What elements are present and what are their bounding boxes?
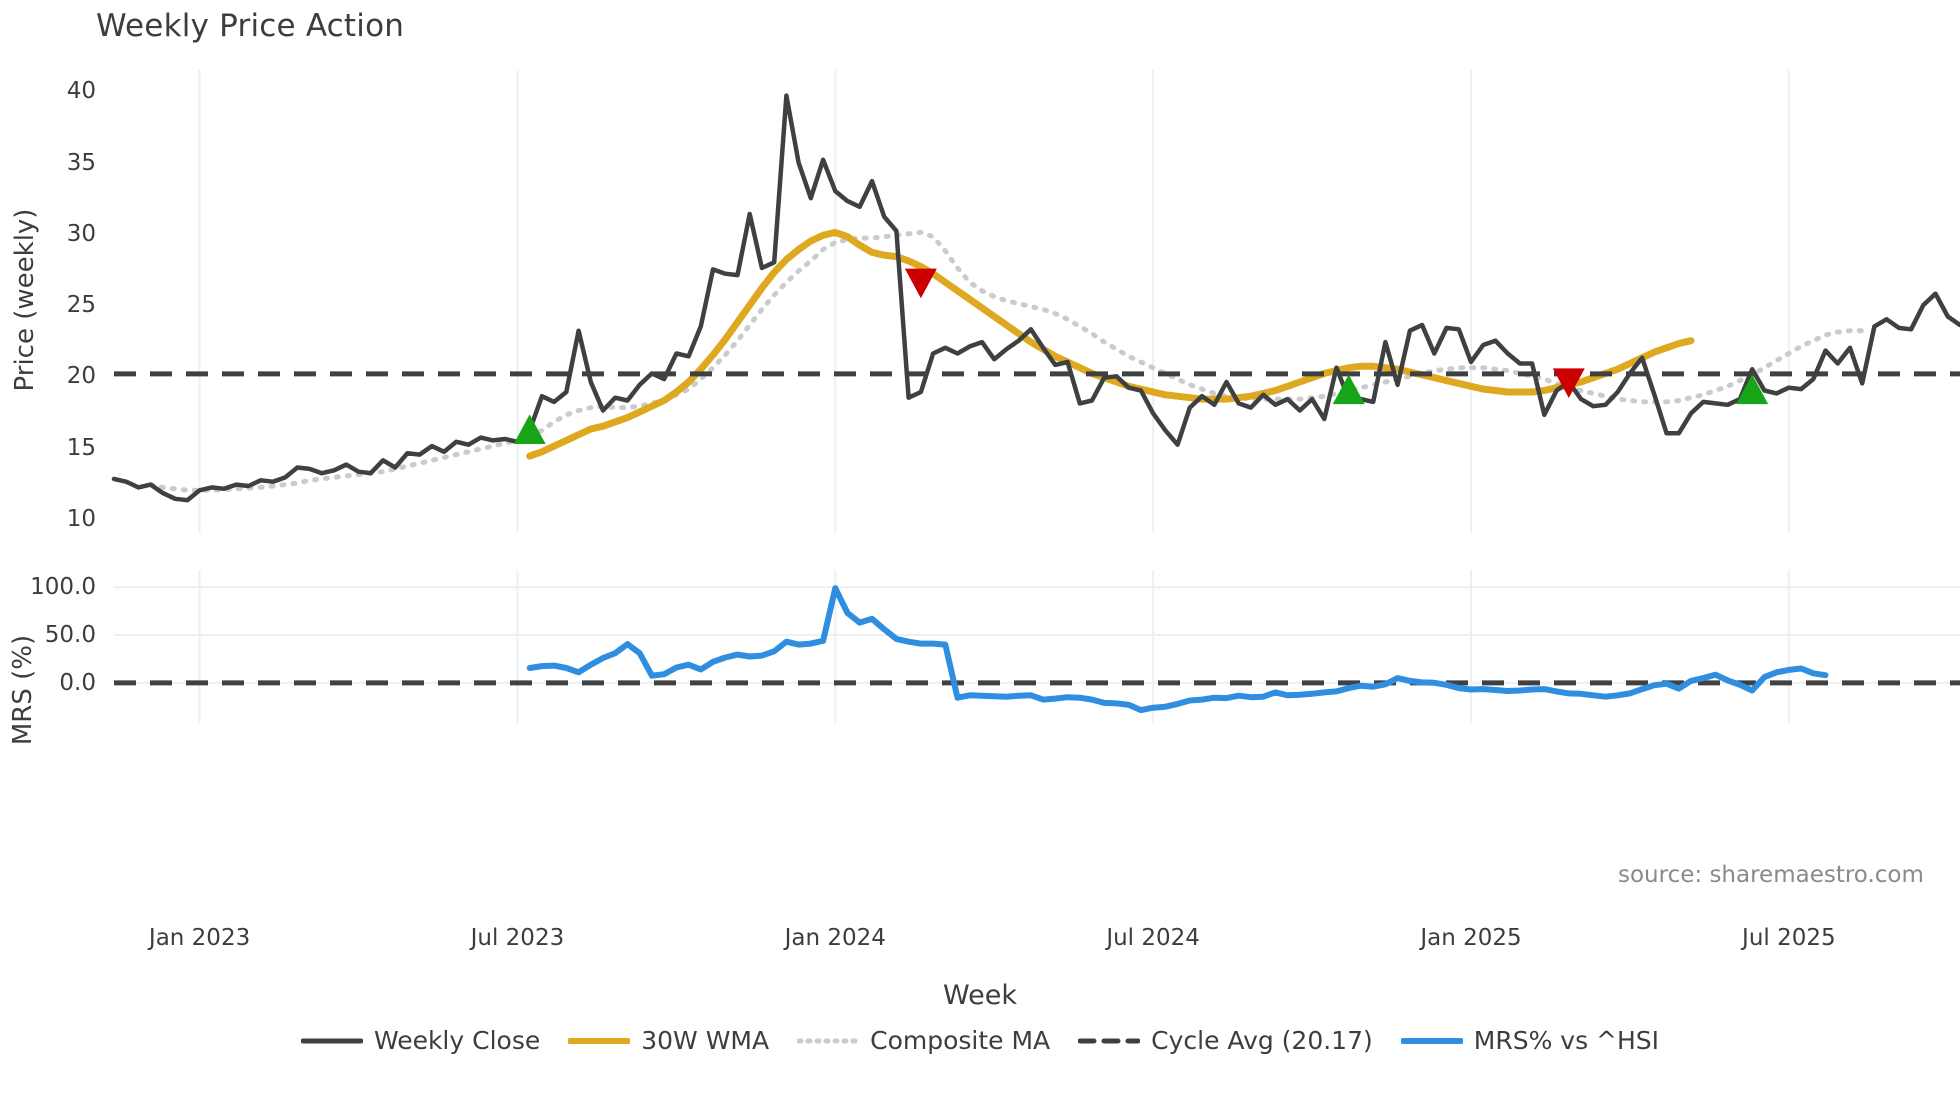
legend-item[interactable]: Weekly Close: [300, 1026, 541, 1055]
wma30-line: [526, 228, 1695, 460]
price-y-tick-label: 20: [66, 363, 96, 390]
price-y-tick-label: 40: [66, 78, 96, 105]
x-tick-label: Jan 2023: [148, 925, 251, 951]
legend-item-label: Cycle Avg (20.17): [1151, 1026, 1373, 1055]
x-tick-label: Jan 2024: [784, 925, 886, 951]
legend-swatch-icon: [568, 1037, 631, 1044]
price-y-tick-label: 15: [66, 434, 96, 461]
page-title: Weekly Price Action: [96, 8, 405, 44]
legend-item[interactable]: MRS% vs ^HSI: [1400, 1026, 1660, 1055]
source-attribution: source: sharemaestro.com: [1618, 862, 1924, 888]
x-tick-label: Jul 2025: [1742, 925, 1836, 951]
legend-swatch-icon: [1078, 1038, 1141, 1043]
price-y-tick-label: 30: [66, 220, 96, 247]
legend-item[interactable]: Composite MA: [797, 1026, 1050, 1055]
weekly-close-line: [111, 93, 1960, 503]
legend-swatch-icon: [1400, 1037, 1463, 1044]
mrs-y-tick-label: 100.0: [30, 574, 96, 601]
price-y-tick-label: 10: [66, 505, 96, 532]
legend-swatch-icon: [300, 1038, 363, 1043]
legend-item[interactable]: 30W WMA: [568, 1026, 769, 1055]
legend-item-label: Composite MA: [870, 1026, 1051, 1055]
buy-signal-marker: [513, 414, 546, 445]
x-axis-label: Week: [943, 980, 1017, 1011]
price-y-tick-label: 35: [66, 149, 96, 176]
x-tick-label: Jul 2023: [470, 925, 565, 951]
legend-item-label: Weekly Close: [373, 1026, 541, 1055]
price-y-tick-label: 25: [66, 292, 96, 319]
legend-item-label: MRS% vs ^HSI: [1473, 1026, 1660, 1055]
sell-signal-marker: [904, 268, 937, 299]
buy-signal-marker: [1736, 374, 1769, 405]
x-tick-label: Jul 2024: [1106, 925, 1200, 951]
sell-signal-marker: [1552, 368, 1585, 398]
chart-legend: Weekly Close 30W WMA Composite MA Cycle Avg…: [0, 1026, 1960, 1055]
x-tick-label: Jan 2025: [1420, 925, 1522, 951]
mrs-line: [526, 585, 1829, 714]
legend-item[interactable]: Cycle Avg (20.17): [1078, 1026, 1373, 1055]
mrs-y-tick-label: 50.0: [44, 622, 96, 649]
legend-swatch-icon: [797, 1038, 860, 1043]
legend-item-label: 30W WMA: [641, 1026, 770, 1055]
buy-signal-marker: [1332, 374, 1365, 405]
mrs-y-tick-label: 0.0: [59, 669, 96, 696]
